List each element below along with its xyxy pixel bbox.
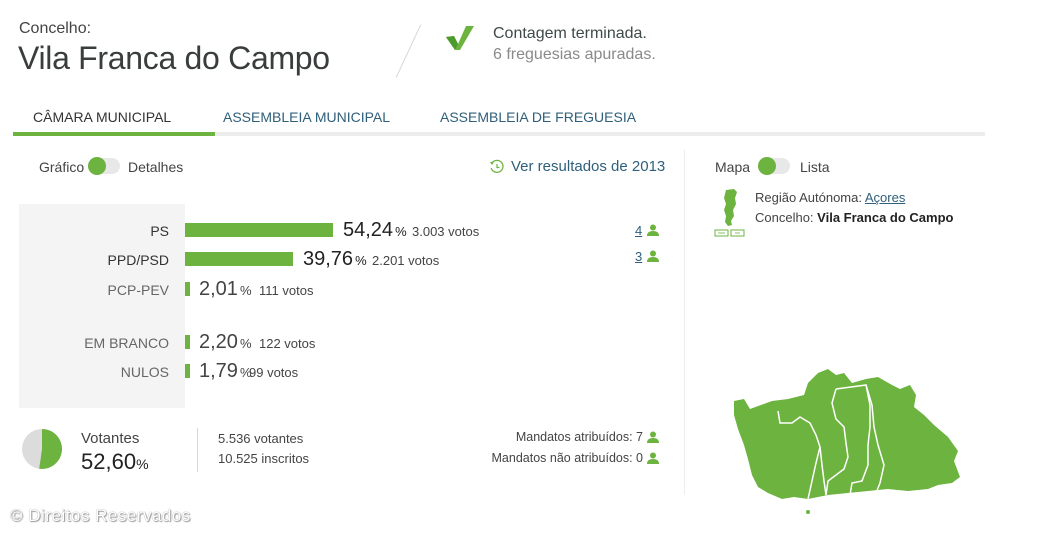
tabs-underline [13,132,985,136]
votes-blank: 122 votos [259,336,316,351]
pct-ps: 54,24% [343,219,407,242]
pct-unit: % [239,283,252,298]
grafico-detalhes-toggle[interactable] [88,157,120,175]
bar-ppd-psd [185,252,293,266]
active-tab-indicator [13,132,215,136]
pct-unit: % [395,224,407,239]
votes-null: 99 votos [249,365,299,380]
grafico-label: Gráfico [39,159,85,175]
party-label-ps: PS [150,223,169,239]
mandates-unassigned: Mandatos não atribuídos: 0 [491,451,659,465]
turnout-pct: 52,60% [81,449,149,475]
pct-ps-value: 54,24 [343,219,394,241]
blank-votes-label: EM BRANCO [84,335,169,351]
turnout-divider [197,428,198,472]
bar-ps [185,223,333,237]
turnout-label: Votantes [81,430,140,447]
registered-count: 10.525 inscritos [218,451,310,466]
concelho-info: Concelho: Vila Franca do Campo [755,210,953,225]
pct-unit: % [355,253,367,268]
labels-panel [19,204,185,408]
person-icon [647,250,659,262]
parishes-counted: 6 freguesias apuradas. [493,46,656,63]
copyright-watermark: © Direitos Reservados [10,506,191,525]
bar-pcp-pev [185,282,190,296]
pct-unit: % [239,336,252,351]
pct-blank-value: 2,20 [199,331,238,353]
concelho-info-label: Concelho: [755,210,814,225]
pct-null: 1,79% [199,360,252,383]
check-icon [446,26,474,50]
seats-ppd-psd-link[interactable]: 3 [635,249,643,264]
tab-camara-municipal[interactable]: CÂMARA MUNICIPAL [33,109,172,125]
map-list-toggle[interactable] [758,157,790,175]
region-link-acores[interactable]: Açores [864,190,906,205]
previous-results-link[interactable]: Ver resultados de 2013 [489,158,665,175]
header-divider [395,24,422,78]
votes-ppd-psd: 2.201 votos [372,253,440,268]
list-label: Lista [800,159,830,175]
concelho-info-value: Vila Franca do Campo [817,210,954,225]
region-label: Região Autónoma: [755,190,862,205]
previous-results-text: Ver resultados de 2013 [511,158,666,175]
mandates-unassigned-text: Mandatos não atribuídos: 0 [491,451,644,465]
voters-count: 5.536 votantes [218,431,304,446]
person-icon [647,431,659,443]
panel-divider [684,150,685,495]
party-label-ppd-psd: PPD/PSD [107,252,169,268]
count-status: Contagem terminada. [493,25,647,42]
tab-assembleia-freguesia[interactable]: ASSEMBLEIA DE FREGUESIA [440,109,637,125]
history-icon [490,159,504,173]
votes-ps: 3.003 votos [412,224,480,239]
region-info: Região Autónoma: Açores [755,190,905,205]
pct-blank: 2,20% [199,331,252,354]
votes-pcp-pev: 111 votos [259,283,314,298]
turnout-pie-chart [22,429,63,469]
map-label: Mapa [715,159,751,175]
person-icon [647,452,659,464]
pct-null-value: 1,79 [199,360,238,382]
turnout-pct-value: 52,60 [81,449,137,474]
portugal-map-icon[interactable] [714,188,746,238]
municipality-map[interactable] [728,365,968,515]
mandates-assigned: Mandatos atribuídos: 7 [516,430,659,444]
pct-ppd-psd-value: 39,76 [303,248,354,270]
pct-unit: % [239,365,252,380]
concelho-label: Concelho: [19,20,92,37]
bar-null [185,364,190,378]
seats-ps-link[interactable]: 4 [635,223,643,238]
mandates-assigned-text: Mandatos atribuídos: 7 [515,430,643,444]
party-label-pcp-pev: PCP-PEV [107,282,169,298]
pct-pcp-pev-value: 2,01 [199,278,238,300]
pct-pcp-pev: 2,01% [199,278,252,301]
detalhes-label: Detalhes [128,159,184,175]
pct-unit: % [136,456,149,472]
person-icon [647,224,659,236]
pct-ppd-psd: 39,76% [303,248,367,271]
bar-blank [185,335,190,349]
null-votes-label: NULOS [120,364,169,380]
tab-assembleia-municipal[interactable]: ASSEMBLEIA MUNICIPAL [223,109,391,125]
page-title: Vila Franca do Campo [18,40,330,76]
